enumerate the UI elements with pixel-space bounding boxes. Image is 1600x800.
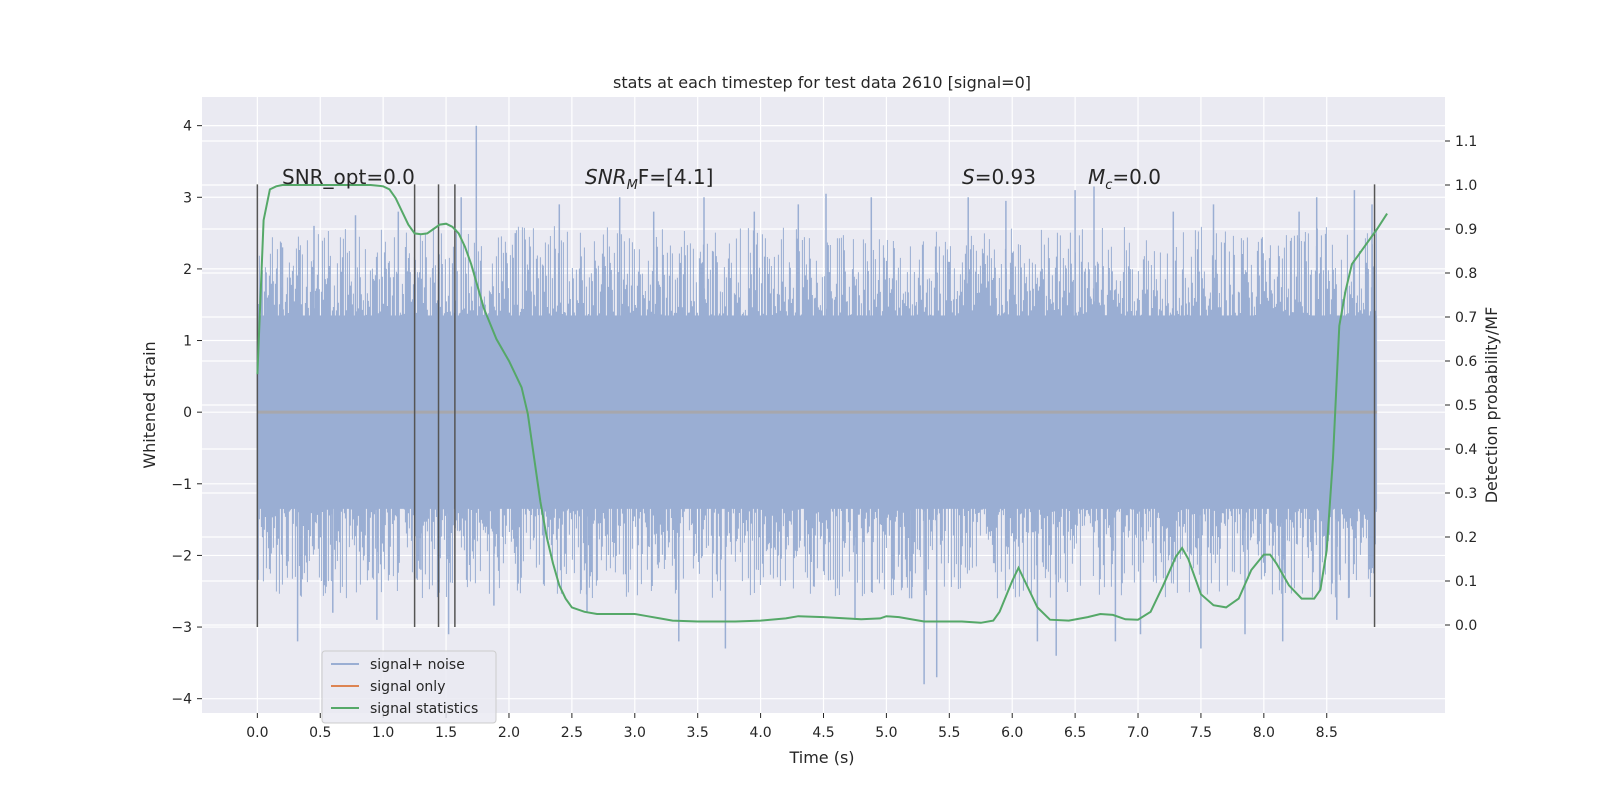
x-tick-label: 2.0: [498, 725, 520, 741]
y-right-tick-label: 0.3: [1455, 486, 1477, 502]
x-tick-label: 5.5: [938, 725, 960, 741]
x-axis: 0.0 0.5 1.0 1.5 2.0 2.5 3.0 3.5 4.0 4.5 5.0 5.5 6.0 6…: [246, 713, 1338, 741]
mc-sub: c: [1105, 178, 1112, 193]
y-right-tick-label: 0.0: [1455, 618, 1477, 634]
y-left-tick-label: −1: [171, 477, 192, 493]
mc-value: =0.0: [1112, 165, 1161, 189]
x-tick-label: 1.5: [435, 725, 457, 741]
annotation-snr-mf: SNRMF=[4.1]: [585, 165, 713, 193]
x-tick-label: 0.0: [246, 725, 268, 741]
annotation-mc: Mc=0.0: [1088, 165, 1161, 193]
annotation-s: S=0.93: [962, 165, 1036, 189]
x-tick-label: 8.5: [1316, 725, 1338, 741]
legend-box: [321, 650, 497, 724]
noise-peaks: [266, 125, 1373, 685]
s-symbol: S: [962, 165, 975, 189]
y-left-tick-label: −4: [171, 692, 192, 708]
y-axis-right: 0.0 0.1 0.2 0.3 0.4 0.5 0.6 0.7 0.8 0.9 1.0 1.1: [1445, 134, 1477, 634]
x-tick-label: 3.5: [687, 725, 709, 741]
y-right-tick-label: 0.8: [1455, 266, 1477, 282]
y-axis-left: −4 −3 −2 −1 0 1 2 3 4: [171, 119, 202, 708]
y-right-tick-label: 1.0: [1455, 178, 1477, 194]
x-tick-label: 6.5: [1064, 725, 1086, 741]
y-right-tick-label: 0.9: [1455, 222, 1477, 238]
x-tick-label: 2.5: [561, 725, 583, 741]
snr-mf-sub: M: [627, 178, 638, 193]
x-tick-label: 4.5: [812, 725, 834, 741]
s-value: =0.93: [975, 165, 1036, 189]
x-tick-label: 1.0: [372, 725, 394, 741]
legend-label-noise: signal+ noise: [370, 657, 465, 673]
x-tick-label: 0.5: [309, 725, 331, 741]
event-markers: [256, 184, 1376, 628]
y-left-tick-label: 1: [183, 334, 192, 350]
chart-title: stats at each timestep for test data 261…: [613, 73, 1031, 92]
x-axis-label: Time (s): [788, 748, 854, 767]
x-tick-label: 7.5: [1190, 725, 1212, 741]
x-tick-label: 3.0: [624, 725, 646, 741]
mc-symbol: M: [1088, 165, 1105, 189]
x-tick-label: 4.0: [749, 725, 771, 741]
y-right-tick-label: 0.5: [1455, 398, 1477, 414]
x-tick-label: 8.0: [1253, 725, 1275, 741]
y-left-tick-label: −2: [171, 548, 192, 564]
y-left-tick-label: 2: [183, 262, 192, 278]
y-right-tick-label: 0.4: [1455, 442, 1477, 458]
x-tick-label: 6.0: [1001, 725, 1023, 741]
x-tick-label: 7.0: [1127, 725, 1149, 741]
snr-mf-suffix: F=[4.1]: [638, 165, 714, 189]
annotation-snr-opt: SNR_opt=0.0: [282, 165, 415, 189]
y-axis-right-label: Detection probability/MF: [1482, 307, 1501, 504]
y-right-tick-label: 0.2: [1455, 530, 1477, 546]
y-axis-left-label: Whitened strain: [140, 341, 159, 468]
y-left-tick-label: −3: [171, 620, 192, 636]
y-left-tick-label: 0: [183, 405, 192, 421]
legend-label-signal-only: signal only: [370, 679, 445, 695]
y-right-tick-label: 0.1: [1455, 574, 1477, 590]
y-right-tick-label: 0.7: [1455, 310, 1477, 326]
snr-mf-prefix: SNR: [585, 165, 627, 189]
y-left-tick-label: 3: [183, 190, 192, 206]
y-left-tick-label: 4: [183, 119, 192, 135]
y-right-tick-label: 0.6: [1455, 354, 1477, 370]
legend-label-statistics: signal statistics: [370, 701, 478, 717]
x-tick-label: 5.0: [875, 725, 897, 741]
legend: signal+ noise signal only signal statist…: [321, 650, 497, 724]
signal-statistics-series: [256, 184, 1388, 624]
y-right-tick-label: 1.1: [1455, 134, 1477, 150]
